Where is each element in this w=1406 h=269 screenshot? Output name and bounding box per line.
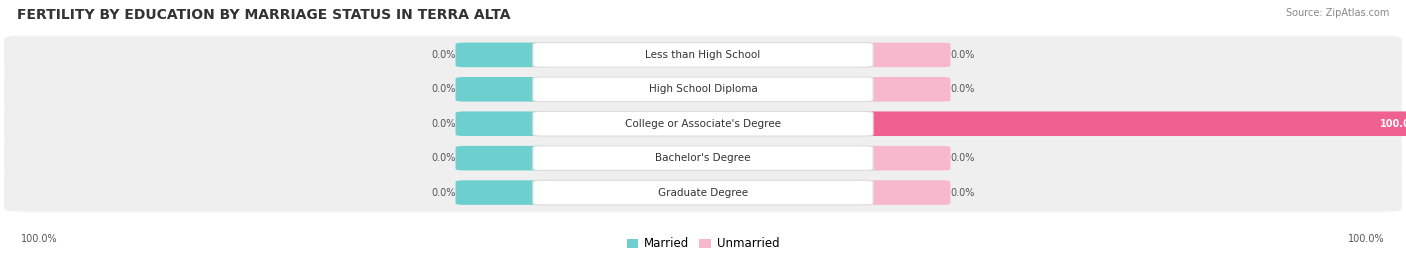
Text: 100.0%: 100.0%: [1379, 119, 1406, 129]
Text: Bachelor's Degree: Bachelor's Degree: [655, 153, 751, 163]
Text: Source: ZipAtlas.com: Source: ZipAtlas.com: [1285, 8, 1389, 18]
Text: 0.0%: 0.0%: [950, 187, 974, 198]
Text: Less than High School: Less than High School: [645, 50, 761, 60]
Text: 100.0%: 100.0%: [21, 234, 58, 245]
Text: 100.0%: 100.0%: [1348, 234, 1385, 245]
Text: 0.0%: 0.0%: [950, 50, 974, 60]
Legend: Married, Unmarried: Married, Unmarried: [621, 233, 785, 255]
Text: 0.0%: 0.0%: [950, 84, 974, 94]
Text: 0.0%: 0.0%: [432, 84, 456, 94]
Text: Graduate Degree: Graduate Degree: [658, 187, 748, 198]
Text: High School Diploma: High School Diploma: [648, 84, 758, 94]
Text: 0.0%: 0.0%: [432, 153, 456, 163]
Text: 0.0%: 0.0%: [950, 153, 974, 163]
Text: College or Associate's Degree: College or Associate's Degree: [626, 119, 780, 129]
Text: 0.0%: 0.0%: [432, 119, 456, 129]
Text: 0.0%: 0.0%: [432, 50, 456, 60]
Text: 0.0%: 0.0%: [432, 187, 456, 198]
Text: FERTILITY BY EDUCATION BY MARRIAGE STATUS IN TERRA ALTA: FERTILITY BY EDUCATION BY MARRIAGE STATU…: [17, 8, 510, 22]
